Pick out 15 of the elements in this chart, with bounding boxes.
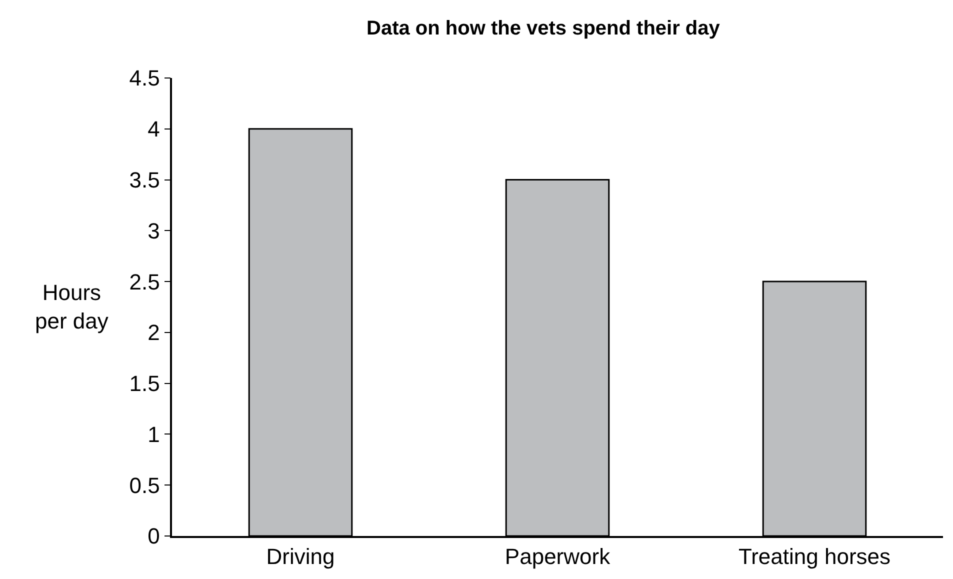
x-tick-label: Driving: [266, 544, 335, 570]
x-tick-label: Paperwork: [504, 544, 612, 570]
y-tick-label: 3: [148, 218, 160, 244]
x-tick-label: Treating horses: [738, 544, 891, 570]
y-tick-label: 2: [148, 320, 160, 346]
y-tick-label: 3.5: [129, 167, 160, 192]
y-tick-label: 1: [148, 422, 160, 447]
y-tick-label: 4: [148, 116, 160, 142]
y-tick-label: 1.5: [129, 371, 160, 396]
y-tick-label: 4.5: [129, 66, 160, 91]
chart-title: Data on how the vets spend their day: [366, 17, 721, 40]
y-axis-title: Hours per day: [35, 280, 108, 334]
y-tick-label: 2.5: [129, 269, 160, 294]
y-tick-label: 0.5: [129, 472, 160, 498]
y-tick-label: 0: [148, 524, 160, 549]
